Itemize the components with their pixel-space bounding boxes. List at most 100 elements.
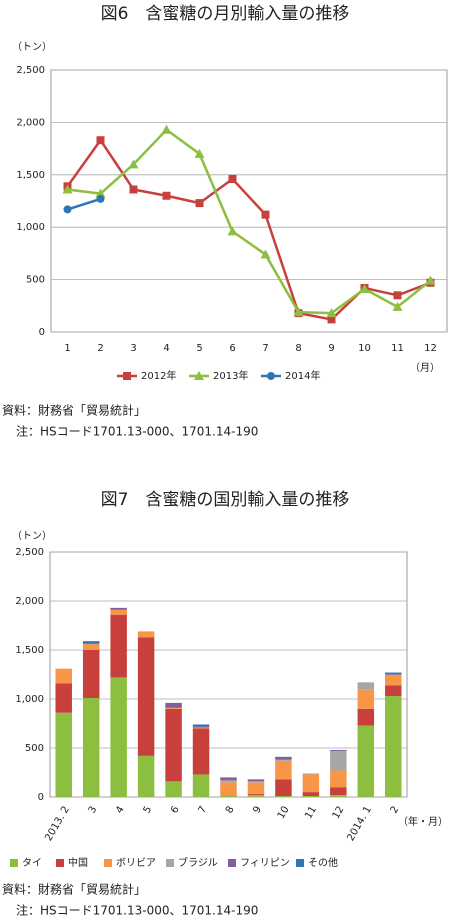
bar-segment	[385, 675, 402, 686]
bar-segment	[302, 773, 320, 775]
marker	[96, 136, 105, 145]
bar-segment	[275, 779, 292, 797]
bar-segment	[82, 643, 100, 645]
marker	[162, 191, 171, 200]
y-tick-label: 1,500	[16, 170, 45, 181]
legend-label: ボリビア	[116, 857, 156, 869]
bar-segment	[137, 631, 155, 638]
bar-segment	[192, 728, 210, 775]
line	[67, 128, 432, 315]
x-tick-label: 3	[130, 343, 136, 354]
y-tick-label: 1,000	[15, 694, 44, 705]
legend-label: 2012年	[141, 369, 176, 382]
line	[67, 197, 101, 211]
legend-swatch	[56, 859, 64, 867]
marker	[161, 124, 172, 134]
bar-segment	[220, 782, 237, 796]
x-tick-label: 2013. 2	[43, 805, 72, 844]
bar-segment	[302, 796, 320, 797]
legend-swatch	[296, 859, 304, 867]
x-tick-label: 6	[169, 805, 182, 816]
bar-segment	[247, 795, 265, 797]
marker	[194, 371, 204, 380]
marker	[63, 205, 72, 214]
marker	[195, 199, 204, 208]
x-tick-label: 6	[229, 343, 235, 354]
bar-segment	[220, 777, 237, 781]
marker	[393, 291, 402, 300]
y-tick-label: 0	[39, 327, 45, 338]
x-tick-label: 11	[391, 343, 404, 354]
x-tick-label: 7	[197, 805, 210, 816]
bar-segment	[82, 644, 100, 650]
source: 資料：財務省「貿易統計」	[2, 403, 146, 418]
y-tick-label: 500	[26, 275, 45, 286]
bar-segment	[275, 760, 292, 780]
bar-segment	[192, 774, 210, 797]
marker	[123, 372, 131, 380]
y-axis-label: （トン）	[12, 41, 52, 53]
y-tick-label: 500	[25, 743, 44, 754]
x-tick-label: 2	[389, 805, 402, 816]
marker	[327, 315, 336, 324]
x-tick-label: 2014. 1	[345, 805, 374, 844]
bar-segment	[165, 702, 182, 708]
legend-label: ブラジル	[178, 856, 218, 869]
legend-swatch	[104, 859, 112, 867]
x-tick-label: 9	[251, 805, 264, 816]
source: 資料：財務省「貿易統計」	[2, 882, 146, 897]
marker	[260, 249, 271, 259]
legend-label: 中国	[68, 856, 88, 869]
bar-segment	[275, 796, 292, 797]
bar-segment	[357, 725, 375, 797]
bar-segment	[55, 683, 72, 713]
bar-segment	[192, 724, 210, 727]
bar-segment	[247, 782, 265, 795]
x-tick-label: 11	[303, 805, 319, 822]
marker	[128, 159, 139, 169]
bar-segment	[55, 712, 72, 797]
bar-segment	[247, 781, 265, 783]
x-axis-label: （月）	[410, 362, 440, 374]
bar-segment	[302, 774, 320, 793]
bar-segment	[330, 750, 347, 771]
marker	[227, 226, 238, 236]
bar-segment	[192, 727, 210, 729]
bar-segment	[55, 668, 72, 684]
marker	[62, 184, 73, 194]
x-tick-label: 10	[358, 343, 371, 354]
bar-segment	[247, 794, 265, 796]
bar-segment	[357, 682, 375, 690]
marker	[267, 372, 275, 380]
bar-segment	[82, 641, 100, 644]
bar-segment	[110, 607, 127, 610]
bar-segment	[385, 672, 402, 674]
marker	[95, 188, 106, 198]
y-tick-label: 1,000	[16, 222, 45, 233]
y-axis-label: （トン）	[12, 530, 52, 542]
x-tick-label: 3	[87, 805, 100, 816]
chart-title: 図6 含蜜糖の月別輸入量の推移	[101, 4, 350, 24]
x-tick-label: 4	[163, 343, 169, 354]
bar-segment	[385, 696, 402, 797]
x-tick-label: 12	[331, 805, 347, 822]
marker	[425, 275, 436, 285]
marker	[228, 174, 237, 183]
legend-label: フィリピン	[240, 857, 290, 869]
line	[66, 138, 431, 321]
y-tick-label: 2,500	[16, 65, 45, 76]
marker	[359, 284, 370, 294]
legend-swatch	[10, 859, 18, 867]
bar-segment	[275, 756, 292, 760]
marker	[392, 301, 403, 311]
x-tick-label: 1	[64, 343, 70, 354]
bar-segment	[330, 749, 347, 751]
x-tick-label: 12	[424, 343, 437, 354]
marker	[326, 308, 337, 318]
y-tick-label: 1,500	[15, 645, 44, 656]
x-tick-label: 4	[114, 805, 127, 816]
x-tick-label: 10	[276, 805, 292, 822]
plot-area	[49, 551, 408, 798]
marker	[261, 210, 270, 219]
